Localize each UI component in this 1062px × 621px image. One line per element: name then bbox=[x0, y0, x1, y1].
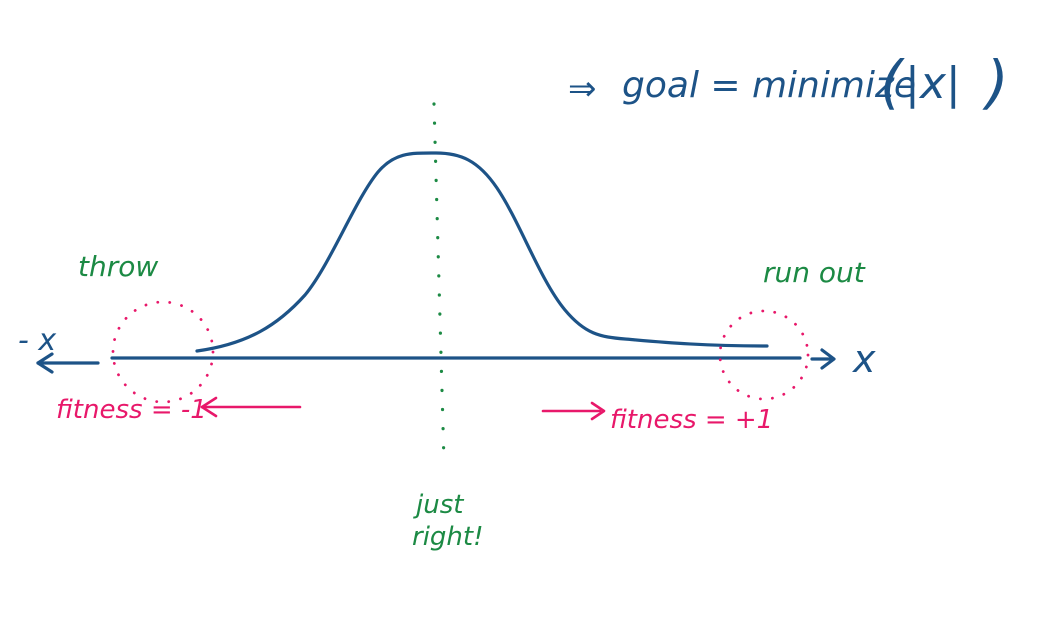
fitness-curve bbox=[195, 151, 769, 353]
goal-paren-open: ( bbox=[880, 48, 905, 116]
right-label: right! bbox=[412, 522, 484, 552]
left-arrow bbox=[36, 352, 100, 374]
right-fitness-arrow bbox=[541, 401, 606, 421]
run-out-label: run out bbox=[763, 256, 866, 289]
center-dotted-line bbox=[432, 102, 446, 464]
neg-x-label: - x bbox=[18, 323, 56, 358]
goal-paren-close: ) bbox=[982, 48, 1009, 116]
throw-label: throw bbox=[78, 250, 158, 283]
goal-abs-x: |x| bbox=[905, 58, 961, 109]
goal-formula: ⇒ goal = minimize ( |x| ) bbox=[568, 48, 1009, 116]
goal-implies-arrow: ⇒ bbox=[568, 69, 597, 109]
left-fitness-arrow bbox=[200, 396, 302, 418]
left-fitness-label: fitness = -1 bbox=[56, 395, 207, 425]
right-arrow bbox=[810, 348, 836, 370]
left-dotted-circle bbox=[111, 300, 215, 404]
right-fitness-label: fitness = +1 bbox=[610, 405, 773, 435]
right-dotted-circle bbox=[718, 309, 810, 401]
goal-text: goal = minimize bbox=[622, 65, 916, 106]
pos-x-label: x bbox=[852, 337, 876, 381]
just-label: just bbox=[413, 490, 464, 520]
